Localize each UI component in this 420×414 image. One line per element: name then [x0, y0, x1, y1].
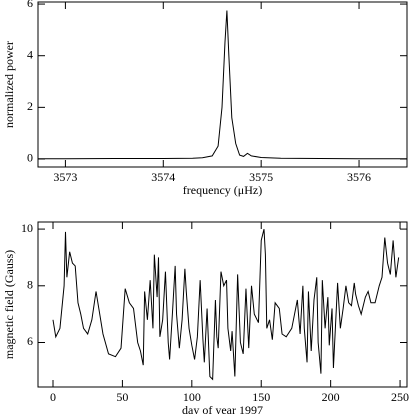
y-tick-label: 6: [27, 334, 33, 348]
x-axis-label: day of year 1997: [182, 403, 263, 414]
x-tick-label: 3574: [151, 170, 175, 184]
plot-frame: [37, 221, 408, 388]
x-tick-label: 250: [391, 390, 409, 404]
data-line: [52, 228, 400, 381]
y-tick-label: 4: [27, 47, 33, 61]
x-axis-label: frequency (μHz): [183, 183, 262, 197]
x-tick-label: 200: [322, 390, 340, 404]
y-tick-label: 8: [27, 278, 33, 292]
data-line: [38, 10, 407, 160]
y-axis-label: normalized power: [2, 41, 16, 128]
y-tick-label: 6: [27, 0, 33, 10]
plot-frame: [37, 1, 408, 168]
y-axis-label: magnetic field (Gauss): [2, 250, 16, 359]
y-tick-label: 0: [27, 151, 33, 165]
y-tick-label: 10: [21, 221, 33, 235]
x-tick-label: 3573: [53, 170, 77, 184]
x-tick-label: 100: [183, 390, 201, 404]
y-tick-label: 2: [27, 99, 33, 113]
x-tick-label: 0: [50, 390, 56, 404]
x-tick-label: 50: [116, 390, 128, 404]
x-tick-label: 150: [252, 390, 270, 404]
x-tick-label: 3576: [347, 170, 371, 184]
x-tick-label: 3575: [249, 170, 273, 184]
